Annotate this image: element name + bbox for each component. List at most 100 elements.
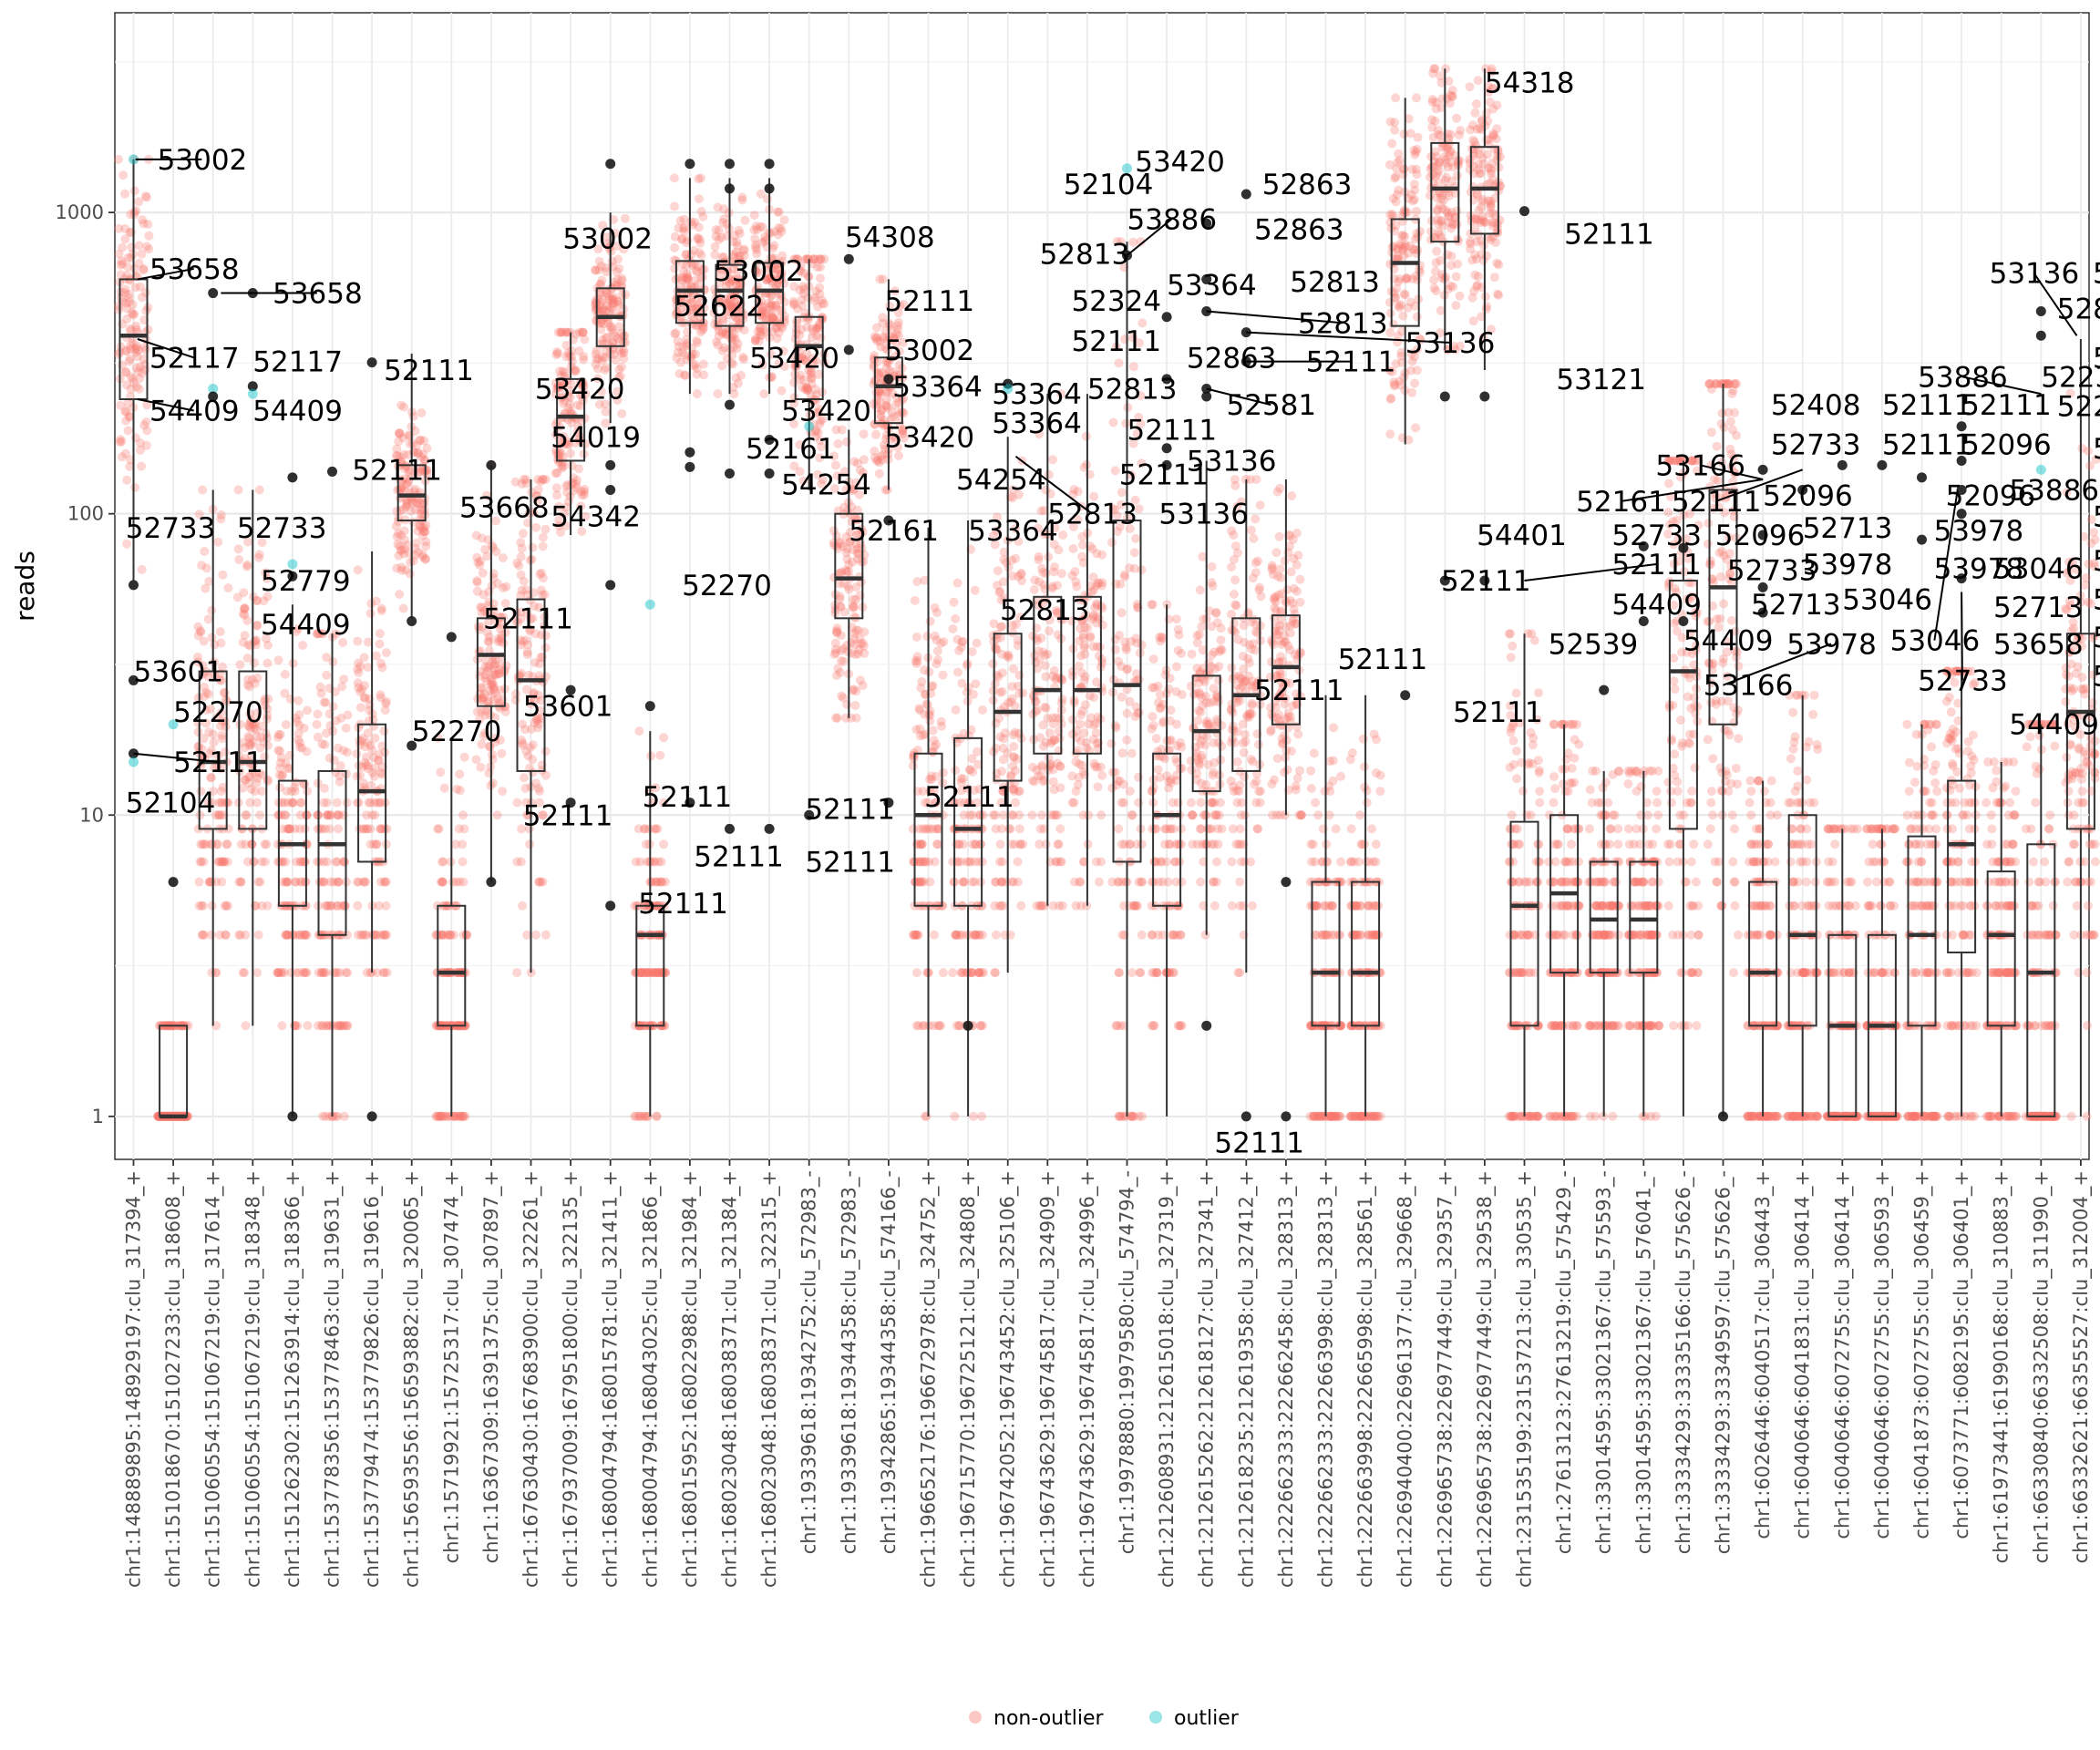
non-outlier-point xyxy=(273,746,283,756)
non-outlier-point xyxy=(299,968,309,978)
non-outlier-point xyxy=(240,968,249,978)
non-outlier-point xyxy=(281,810,291,820)
non-outlier-point xyxy=(371,651,381,661)
non-outlier-point xyxy=(277,824,287,834)
non-outlier-point xyxy=(115,435,125,445)
non-outlier-point xyxy=(1130,712,1140,722)
non-outlier-point xyxy=(480,544,490,554)
non-outlier-point xyxy=(875,274,885,284)
non-outlier-point xyxy=(692,335,702,345)
non-outlier-point xyxy=(135,374,145,384)
non-outlier-point xyxy=(1187,649,1197,659)
non-outlier-point xyxy=(1192,731,1202,741)
non-outlier-point xyxy=(296,798,306,808)
non-outlier-point xyxy=(125,228,135,237)
non-outlier-point xyxy=(129,310,138,320)
non-outlier-point xyxy=(990,968,1000,978)
non-outlier-point xyxy=(130,345,140,355)
non-outlier-point xyxy=(282,787,292,796)
non-outlier-point xyxy=(949,597,959,607)
non-outlier-point xyxy=(1364,901,1374,911)
non-outlier-point xyxy=(1069,798,1079,808)
non-outlier-point xyxy=(207,746,217,756)
non-outlier-point xyxy=(234,877,244,887)
non-outlier-point xyxy=(242,561,252,571)
non-outlier-point xyxy=(1211,810,1221,820)
non-outlier-point xyxy=(234,555,244,564)
non-outlier-point xyxy=(1036,633,1046,643)
non-outlier-point xyxy=(525,839,535,849)
non-outlier-point xyxy=(954,1021,964,1031)
non-outlier-point xyxy=(360,742,370,752)
non-outlier-point xyxy=(1092,677,1101,687)
non-outlier-point xyxy=(1216,635,1226,645)
non-outlier-point xyxy=(1411,206,1421,216)
non-outlier-point xyxy=(1390,125,1400,135)
non-outlier-point xyxy=(869,360,879,370)
non-outlier-point xyxy=(1245,709,1255,718)
non-outlier-point xyxy=(1034,646,1044,656)
non-outlier-point xyxy=(207,877,217,887)
non-outlier-point xyxy=(1009,742,1019,751)
non-outlier-point xyxy=(124,289,134,299)
non-outlier-point xyxy=(238,783,247,793)
non-outlier-point xyxy=(438,857,448,867)
non-outlier-point xyxy=(125,461,135,471)
non-outlier-point xyxy=(380,705,390,715)
non-outlier-point xyxy=(300,824,310,834)
non-outlier-point xyxy=(1151,734,1161,744)
non-outlier-point xyxy=(1194,687,1204,697)
non-outlier-point xyxy=(917,677,927,686)
non-outlier-point xyxy=(1160,754,1170,764)
non-outlier-point xyxy=(1255,798,1265,808)
non-outlier-point xyxy=(213,810,223,820)
non-outlier-point xyxy=(472,577,482,587)
non-outlier-point xyxy=(670,242,680,252)
non-outlier-point xyxy=(257,901,267,911)
non-outlier-point xyxy=(242,680,252,690)
non-outlier-point xyxy=(541,770,551,780)
non-outlier-point xyxy=(1395,300,1405,310)
non-outlier-point xyxy=(1009,752,1019,762)
non-outlier-point xyxy=(417,523,427,533)
non-outlier-point xyxy=(196,839,206,849)
non-outlier-point xyxy=(207,633,217,643)
non-outlier-point xyxy=(121,407,131,417)
non-outlier-point xyxy=(1390,118,1399,128)
non-outlier-point xyxy=(360,693,369,703)
non-outlier-point xyxy=(217,877,227,887)
non-outlier-point xyxy=(203,672,213,682)
non-outlier-point xyxy=(211,839,221,849)
non-outlier-point xyxy=(129,309,139,319)
non-outlier-point xyxy=(1075,877,1085,887)
non-outlier-point xyxy=(277,771,287,781)
non-outlier-point xyxy=(1171,877,1181,887)
non-outlier-point xyxy=(680,370,690,380)
non-outlier-point xyxy=(243,537,252,547)
non-outlier-point xyxy=(1305,1111,1315,1121)
non-outlier-point xyxy=(139,420,149,430)
non-outlier-point xyxy=(511,689,521,699)
jitter-points xyxy=(113,64,2100,1121)
non-outlier-point xyxy=(915,705,925,715)
non-outlier-point xyxy=(832,623,842,633)
non-outlier-point xyxy=(561,340,571,350)
non-outlier-point xyxy=(1188,810,1197,820)
non-outlier-point xyxy=(1210,901,1220,911)
non-outlier-point xyxy=(1336,771,1345,781)
non-outlier-point xyxy=(114,223,124,233)
non-outlier-point xyxy=(995,839,1005,849)
non-outlier-point xyxy=(211,968,221,978)
non-outlier-point xyxy=(333,1111,343,1121)
non-outlier-point xyxy=(274,770,284,780)
non-outlier-point xyxy=(138,215,147,225)
non-outlier-point xyxy=(1125,839,1135,849)
non-outlier-point xyxy=(316,688,326,698)
non-outlier-point xyxy=(454,824,464,834)
non-outlier-point xyxy=(1207,578,1217,588)
non-outlier-point xyxy=(324,901,333,911)
non-outlier-point xyxy=(1117,839,1127,849)
non-outlier-point xyxy=(139,219,149,229)
non-outlier-point xyxy=(692,389,702,399)
non-outlier-point xyxy=(322,670,332,680)
